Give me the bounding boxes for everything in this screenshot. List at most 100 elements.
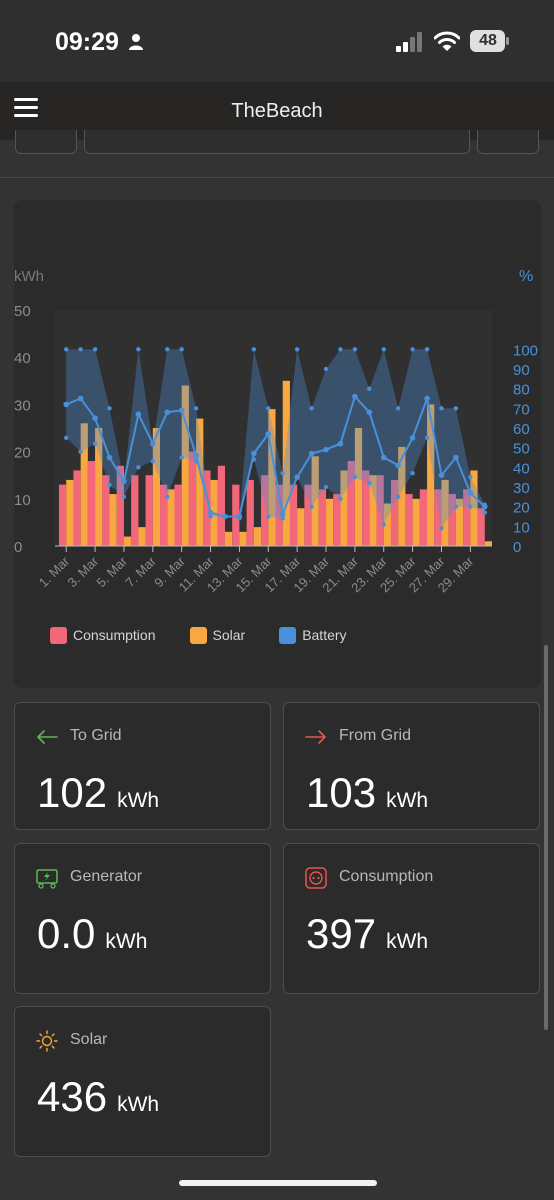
battery-point — [409, 435, 416, 441]
battery-point — [63, 401, 70, 408]
legend-item-battery[interactable]: Battery — [279, 626, 347, 644]
solar-bar — [383, 503, 391, 546]
battery-low-point — [179, 455, 184, 460]
battery-low-point — [381, 522, 386, 527]
battery-point — [453, 454, 459, 461]
battery-point — [366, 409, 373, 416]
battery-high-point — [78, 347, 83, 352]
value-unit: kWh — [386, 789, 429, 812]
y-right-tick-label: 100 — [513, 342, 538, 359]
battery-high-point — [439, 406, 444, 411]
solar-bar — [268, 409, 276, 546]
consumption-bar — [463, 489, 471, 546]
legend-label: Consumption — [73, 627, 156, 643]
battery-low-point — [121, 494, 127, 500]
card-label: From Grid — [339, 727, 411, 744]
battery-high-point — [453, 406, 459, 411]
card-label: Solar — [70, 1031, 108, 1048]
consumption-bar — [131, 475, 139, 546]
battery-point — [352, 393, 358, 400]
battery-high-point — [338, 347, 343, 352]
legend-label: Solar — [212, 627, 246, 643]
battery-high-point — [352, 347, 358, 352]
legend-swatch — [279, 626, 297, 644]
consumption-bar — [73, 470, 81, 546]
period-selector[interactable] — [84, 130, 470, 154]
y-left-tick-label: 20 — [14, 445, 31, 462]
battery-high-point — [107, 406, 112, 411]
battery-point — [106, 454, 113, 461]
y-left-tick-label: 50 — [14, 303, 31, 320]
battery-point — [135, 411, 142, 418]
battery-point — [438, 472, 445, 478]
battery-high-point — [424, 347, 430, 352]
solar-bar — [412, 498, 420, 546]
battery-low-point — [150, 459, 156, 464]
consumption-bar — [318, 489, 327, 546]
battery-low-point — [222, 514, 228, 519]
battery-high-point — [367, 386, 372, 391]
consumption-bar — [275, 484, 283, 546]
legend-item-consumption[interactable]: Consumption — [50, 626, 156, 644]
card-value: 397 kWh — [306, 910, 428, 958]
solar-bar — [167, 489, 175, 546]
battery-low-point — [468, 504, 473, 509]
scrollbar[interactable] — [544, 645, 548, 1030]
battery-high-point — [92, 347, 98, 352]
battery-icon — [470, 30, 509, 52]
legend-item-solar[interactable]: Solar — [189, 626, 246, 644]
x-tick-label: 1. Mar — [36, 553, 73, 590]
y-right-tick-label: 10 — [513, 519, 530, 536]
battery-point — [178, 407, 185, 414]
period-next-control[interactable] — [477, 130, 539, 154]
y-left-tick-label: 40 — [14, 350, 31, 367]
consumption-bar — [246, 479, 254, 546]
person-icon — [129, 34, 143, 50]
battery-point — [279, 511, 286, 518]
from-grid-card[interactable]: From Grid 103 kWh — [283, 702, 540, 830]
battery-low-point — [323, 484, 329, 490]
socket-icon — [305, 867, 327, 889]
y-right-tick-label: 0 — [513, 539, 521, 556]
card-value: 103 kWh — [306, 769, 428, 817]
consumption-bar — [102, 475, 110, 546]
battery-point — [424, 395, 430, 402]
solar-card[interactable]: Solar 436 kWh — [14, 1006, 271, 1157]
battery-point — [308, 450, 315, 457]
x-tick-label: 3. Mar — [65, 553, 102, 590]
battery-low-point — [453, 504, 459, 509]
battery-point — [251, 450, 257, 457]
battery-low-point — [78, 449, 83, 454]
battery-point — [323, 446, 329, 453]
arrow-right-icon — [305, 730, 326, 744]
solar-bar — [297, 508, 305, 546]
consumption-card[interactable]: Consumption 397 kWh — [283, 843, 540, 994]
battery-low-point — [251, 457, 257, 462]
battery-low-point — [280, 516, 285, 521]
consumption-bar — [145, 475, 153, 546]
to-grid-card[interactable]: To Grid 102 kWh — [14, 702, 271, 830]
energy-chart[interactable]: 0 10 20 30 40 50 0 10 20 30 40 50 60 70 80 90 100 1. Mar3… — [0, 290, 554, 620]
home-indicator[interactable] — [179, 1180, 377, 1186]
battery-line — [65, 394, 486, 519]
solar-bar — [427, 404, 435, 546]
consumption-bar — [217, 465, 225, 546]
battery-low-point — [367, 480, 372, 486]
battery-low-point — [107, 482, 112, 488]
hamburger-menu-icon[interactable] — [14, 97, 38, 119]
value-unit: kWh — [117, 789, 160, 812]
battery-point — [337, 440, 344, 447]
y-right-tick-label: 20 — [513, 500, 530, 517]
value-number: 0.0 — [37, 910, 96, 957]
battery-high-point — [179, 347, 184, 352]
arrow-left-icon — [37, 730, 58, 744]
generator-card[interactable]: Generator 0.0 kWh — [14, 843, 271, 994]
y-left-tick-label: 30 — [14, 397, 31, 414]
battery-high-point — [280, 471, 285, 476]
value-number: 397 — [306, 910, 377, 957]
y-right-tick-label: 70 — [513, 401, 530, 418]
x-tick-label: 7. Mar — [122, 553, 159, 590]
battery-low-point — [352, 474, 358, 480]
consumption-bar — [362, 470, 370, 546]
period-prev-control[interactable] — [15, 130, 77, 154]
